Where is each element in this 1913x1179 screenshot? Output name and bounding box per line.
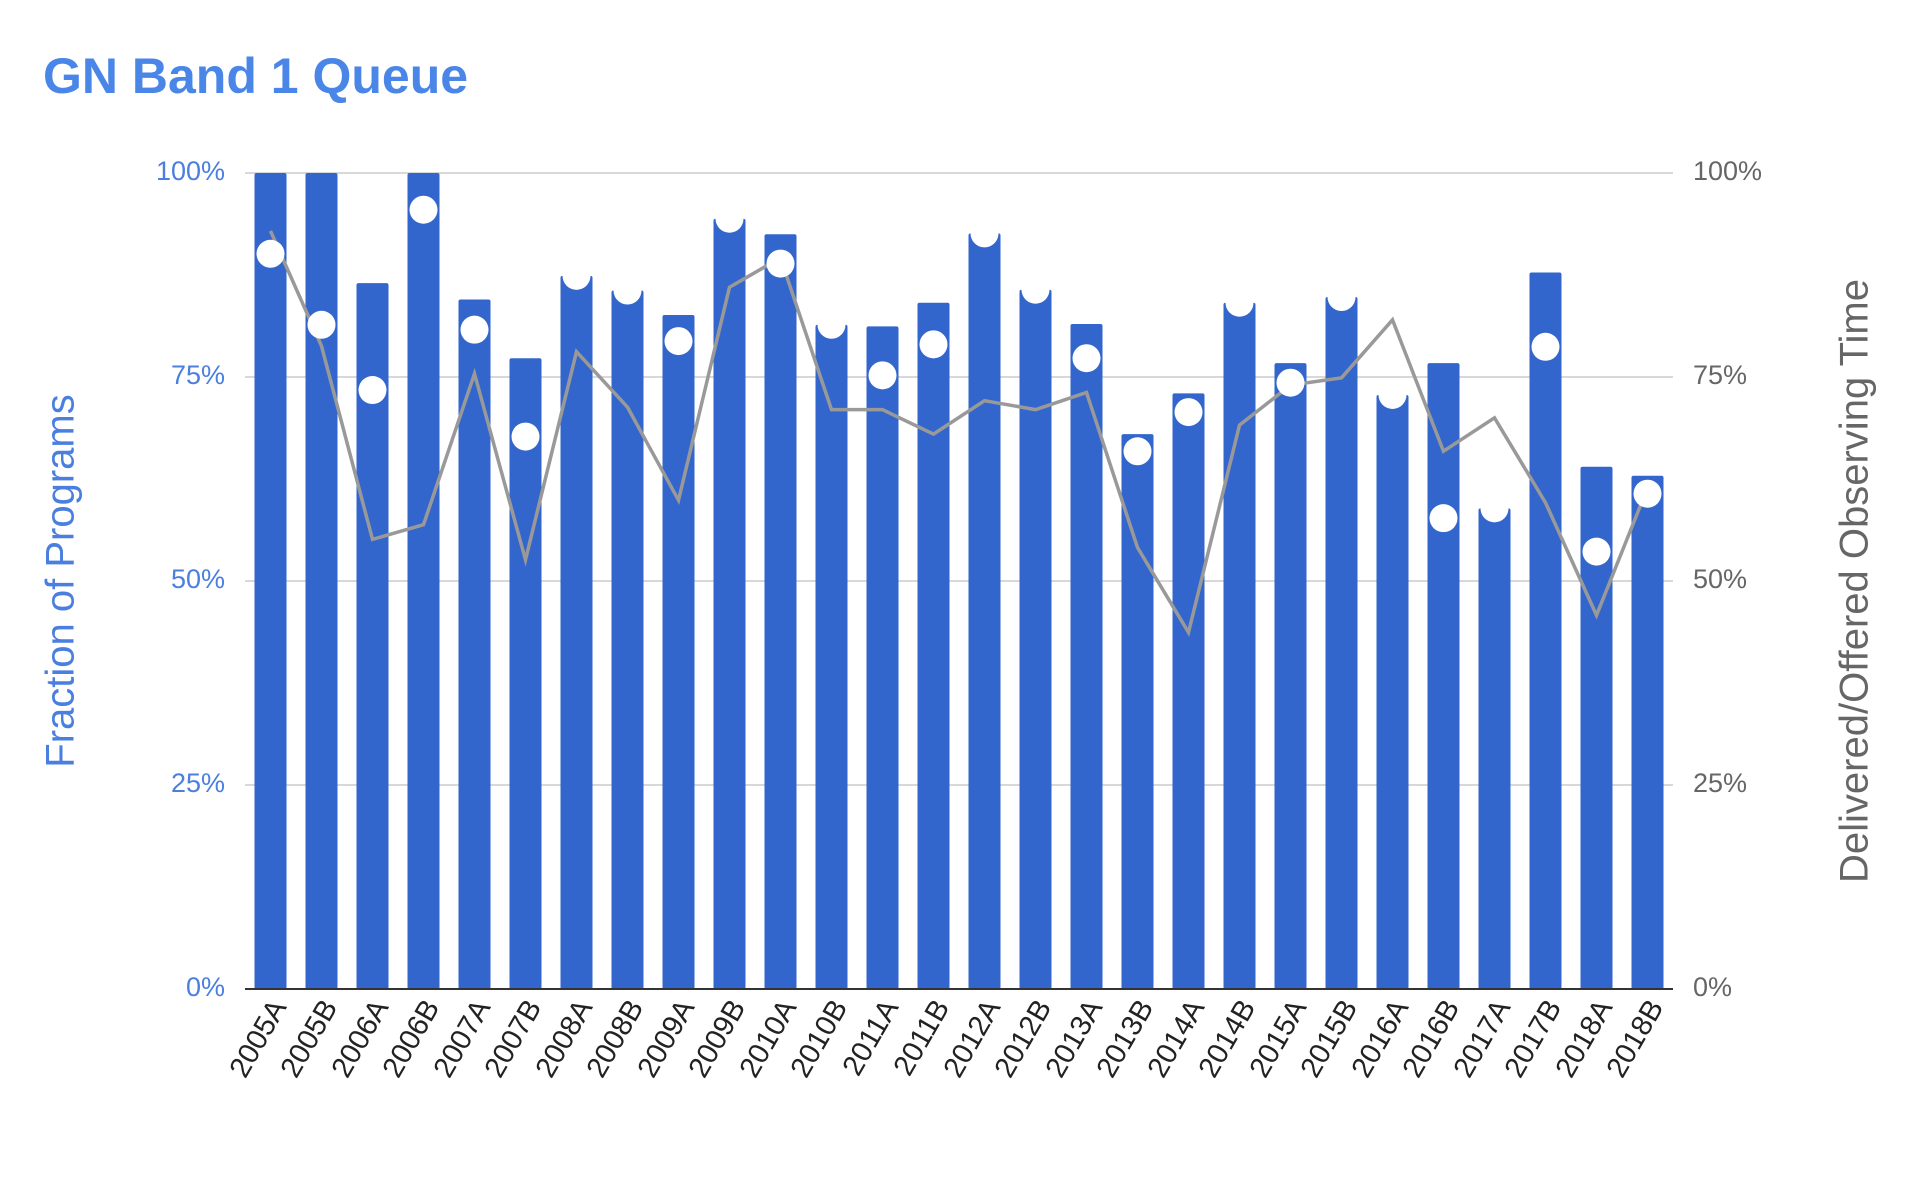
bar [968,233,1001,989]
dot [1378,380,1407,409]
dot [766,249,795,278]
dot [409,195,438,224]
bar [1172,393,1205,989]
dot [919,330,948,359]
bar [305,173,338,989]
dot [970,219,999,248]
y-tick-label: 50% [171,564,225,594]
dot [307,310,336,339]
bar [1223,302,1256,989]
chart-title: GN Band 1 Queue [43,48,468,104]
dot [1225,288,1254,317]
dot [613,276,642,305]
y-axis-title: Fraction of Programs [39,394,83,767]
dot [460,315,489,344]
bar [356,283,389,989]
bar [509,358,542,989]
bar [1376,394,1409,989]
dot [1021,275,1050,304]
y-tick-label: 75% [171,360,225,390]
dot [817,310,846,339]
line [268,230,1650,637]
bar [560,275,593,989]
bar [1427,363,1460,989]
y-tick-label: 0% [186,972,225,1002]
bar [1121,434,1154,989]
bar [1631,475,1664,990]
dot [256,239,285,268]
bar [662,314,695,989]
dot [1327,283,1356,312]
bar [1274,363,1307,989]
dot [511,422,540,451]
bar [917,302,950,989]
y2-axis-title: Delivered/Offered Observing Time [1833,279,1877,883]
dot [715,204,744,233]
bar [1529,272,1562,989]
bar [1478,508,1511,989]
dot [1276,368,1305,397]
bar [866,326,899,990]
dot [1531,332,1560,361]
bar [254,173,287,989]
dot [664,327,693,356]
dot [1480,494,1509,523]
y2-tick-label: 75% [1693,360,1747,390]
bar [458,299,491,990]
y-tick-label: 100% [156,156,225,186]
bar [815,324,848,989]
bar [1325,297,1358,990]
y2-tick-label: 50% [1693,564,1747,594]
dot [868,361,897,390]
dot [1582,537,1611,566]
y2-tick-label: 25% [1693,768,1747,798]
dot [358,376,387,405]
bar [1070,323,1103,990]
bar [713,218,746,990]
y-tick-label: 25% [171,768,225,798]
dot [1633,479,1662,508]
y2-tick-label: 100% [1693,156,1762,186]
bar [611,290,644,989]
bar [1019,289,1052,989]
dot [562,261,591,290]
bar [407,173,440,989]
y2-tick-label: 0% [1693,972,1732,1002]
dot [1429,504,1458,533]
bar [764,234,797,989]
dot [1072,344,1101,373]
dot [1123,437,1152,466]
dot [1174,398,1203,427]
